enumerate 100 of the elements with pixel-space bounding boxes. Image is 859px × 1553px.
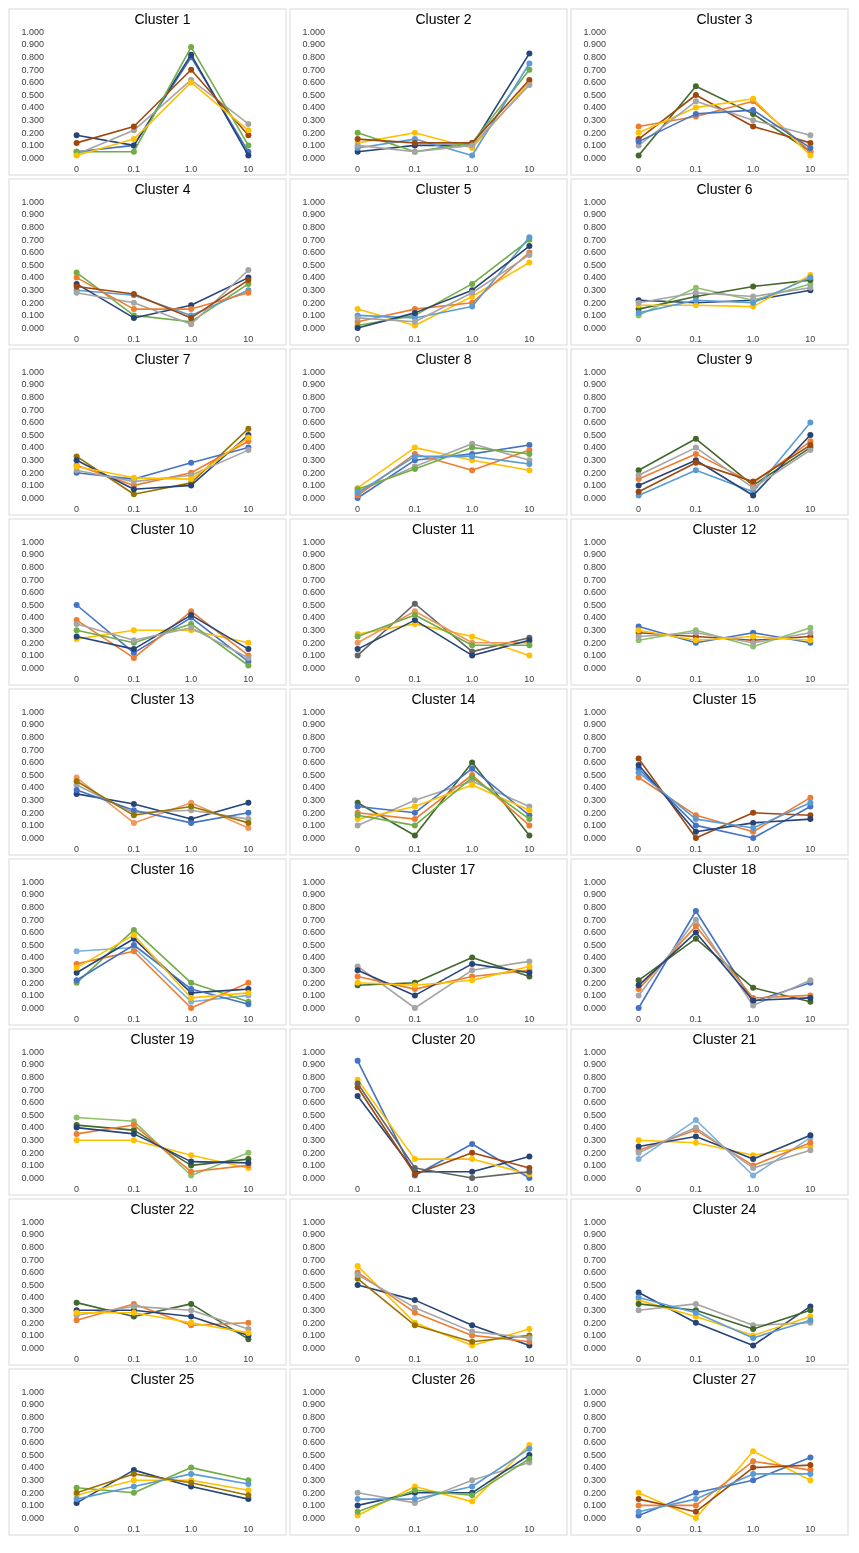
x-tick-label: 1.0 [746, 1354, 760, 1364]
y-tick-label: 0.100 [583, 1330, 606, 1341]
chart-title: Cluster 3 [696, 11, 753, 27]
y-tick-label: 0.800 [21, 1072, 44, 1083]
y-tick-label: 0.100 [302, 310, 325, 321]
y-tick-label: 0.800 [21, 1242, 44, 1253]
y-tick-label: 0.100 [583, 140, 606, 151]
x-tick-label: 0.1 [408, 504, 422, 514]
x-tick-label: 0.1 [127, 844, 141, 854]
y-tick-label: 1.000 [302, 706, 325, 717]
y-tick-label: 0.100 [302, 820, 325, 831]
x-tick-label: 10 [524, 674, 535, 684]
y-tick-label: 0.600 [302, 1097, 325, 1108]
x-tick-label: 10 [524, 1014, 535, 1024]
x-tick-label: 1.0 [465, 1354, 479, 1364]
x-tick-label: 1.0 [465, 1184, 479, 1194]
y-tick-label: 0.300 [21, 285, 44, 296]
y-tick-label: 0.600 [583, 247, 606, 258]
y-tick-label: 0.000 [583, 1342, 606, 1353]
x-tick-label: 10 [805, 1014, 816, 1024]
y-tick-label: 0.400 [302, 442, 325, 453]
x-tick-label: 0 [636, 1354, 642, 1364]
y-tick-label: 0.800 [302, 1242, 325, 1253]
y-tick-label: 0.200 [21, 807, 44, 818]
y-tick-label: 0.500 [21, 429, 44, 440]
y-tick-label: 0.900 [302, 379, 325, 390]
y-tick-label: 1.000 [583, 196, 606, 207]
y-tick-label: 0.800 [583, 392, 606, 403]
y-tick-label: 0.800 [583, 732, 606, 743]
y-tick-label: 0.200 [583, 637, 606, 648]
y-tick-label: 0.300 [302, 285, 325, 296]
chart-title: Cluster 1 [134, 11, 191, 27]
y-tick-label: 0.500 [583, 599, 606, 610]
y-tick-label: 0.900 [302, 719, 325, 730]
y-tick-label: 0.600 [302, 77, 325, 88]
x-tick-label: 1.0 [465, 844, 479, 854]
x-tick-label: 0.1 [689, 674, 703, 684]
y-tick-label: 0.900 [21, 1399, 44, 1410]
y-tick-label: 0.100 [583, 650, 606, 661]
y-tick-label: 0.000 [583, 1172, 606, 1183]
y-tick-label: 0.900 [583, 1229, 606, 1240]
y-tick-label: 0.600 [21, 757, 44, 768]
y-tick-label: 0.500 [302, 1449, 325, 1460]
x-tick-label: 0 [636, 674, 642, 684]
y-tick-label: 0.600 [302, 247, 325, 258]
y-tick-label: 0.400 [583, 102, 606, 113]
x-tick-label: 0 [636, 334, 642, 344]
y-tick-label: 0.900 [21, 1229, 44, 1240]
y-tick-label: 0.500 [21, 599, 44, 610]
x-tick-label: 0.1 [127, 334, 141, 344]
y-tick-label: 0.400 [302, 1122, 325, 1133]
y-tick-label: 0.000 [21, 1512, 44, 1523]
y-tick-label: 0.500 [583, 769, 606, 780]
x-tick-label: 0.1 [127, 1354, 141, 1364]
y-tick-label: 0.700 [21, 404, 44, 415]
x-tick-label: 0 [636, 164, 642, 174]
y-tick-label: 0.100 [583, 990, 606, 1001]
y-tick-label: 0.800 [302, 52, 325, 63]
x-tick-label: 1.0 [465, 164, 479, 174]
y-tick-label: 0.300 [583, 795, 606, 806]
y-tick-label: 0.100 [21, 1330, 44, 1341]
y-tick-label: 0.200 [583, 1147, 606, 1158]
y-tick-label: 0.000 [302, 832, 325, 843]
y-tick-label: 0.600 [583, 757, 606, 768]
y-tick-label: 0.400 [21, 952, 44, 963]
x-tick-label: 0 [74, 334, 80, 344]
x-tick-label: 0 [74, 1354, 80, 1364]
y-tick-label: 0.900 [302, 39, 325, 50]
y-tick-label: 0.400 [21, 782, 44, 793]
x-tick-label: 10 [805, 504, 816, 514]
y-tick-label: 1.000 [21, 1386, 44, 1397]
x-tick-label: 0.1 [127, 1524, 141, 1534]
x-tick-label: 1.0 [184, 164, 198, 174]
x-tick-label: 0 [636, 1014, 642, 1024]
y-tick-label: 0.400 [302, 952, 325, 963]
x-tick-label: 0.1 [689, 1524, 703, 1534]
y-tick-label: 0.300 [21, 1475, 44, 1486]
chart-title: Cluster 25 [130, 1371, 195, 1387]
y-tick-label: 0.100 [302, 1500, 325, 1511]
y-tick-label: 0.600 [21, 1097, 44, 1108]
x-tick-label: 10 [243, 674, 254, 684]
y-tick-label: 0.800 [583, 902, 606, 913]
y-tick-label: 1.000 [21, 1046, 44, 1057]
y-tick-label: 0.400 [302, 272, 325, 283]
x-tick-label: 10 [243, 1524, 254, 1534]
y-tick-label: 1.000 [583, 1046, 606, 1057]
y-tick-label: 0.400 [302, 102, 325, 113]
y-tick-label: 0.900 [583, 1399, 606, 1410]
x-tick-label: 10 [805, 1184, 816, 1194]
y-tick-label: 0.000 [21, 152, 44, 163]
y-tick-label: 0.000 [302, 492, 325, 503]
x-tick-label: 0 [74, 1014, 80, 1024]
x-tick-label: 10 [524, 844, 535, 854]
x-tick-label: 1.0 [746, 1524, 760, 1534]
y-tick-label: 0.500 [21, 769, 44, 780]
y-tick-label: 0.300 [21, 115, 44, 126]
x-tick-label: 1.0 [184, 1524, 198, 1534]
y-tick-label: 0.000 [583, 322, 606, 333]
y-tick-label: 0.900 [583, 209, 606, 220]
y-tick-label: 0.800 [302, 392, 325, 403]
